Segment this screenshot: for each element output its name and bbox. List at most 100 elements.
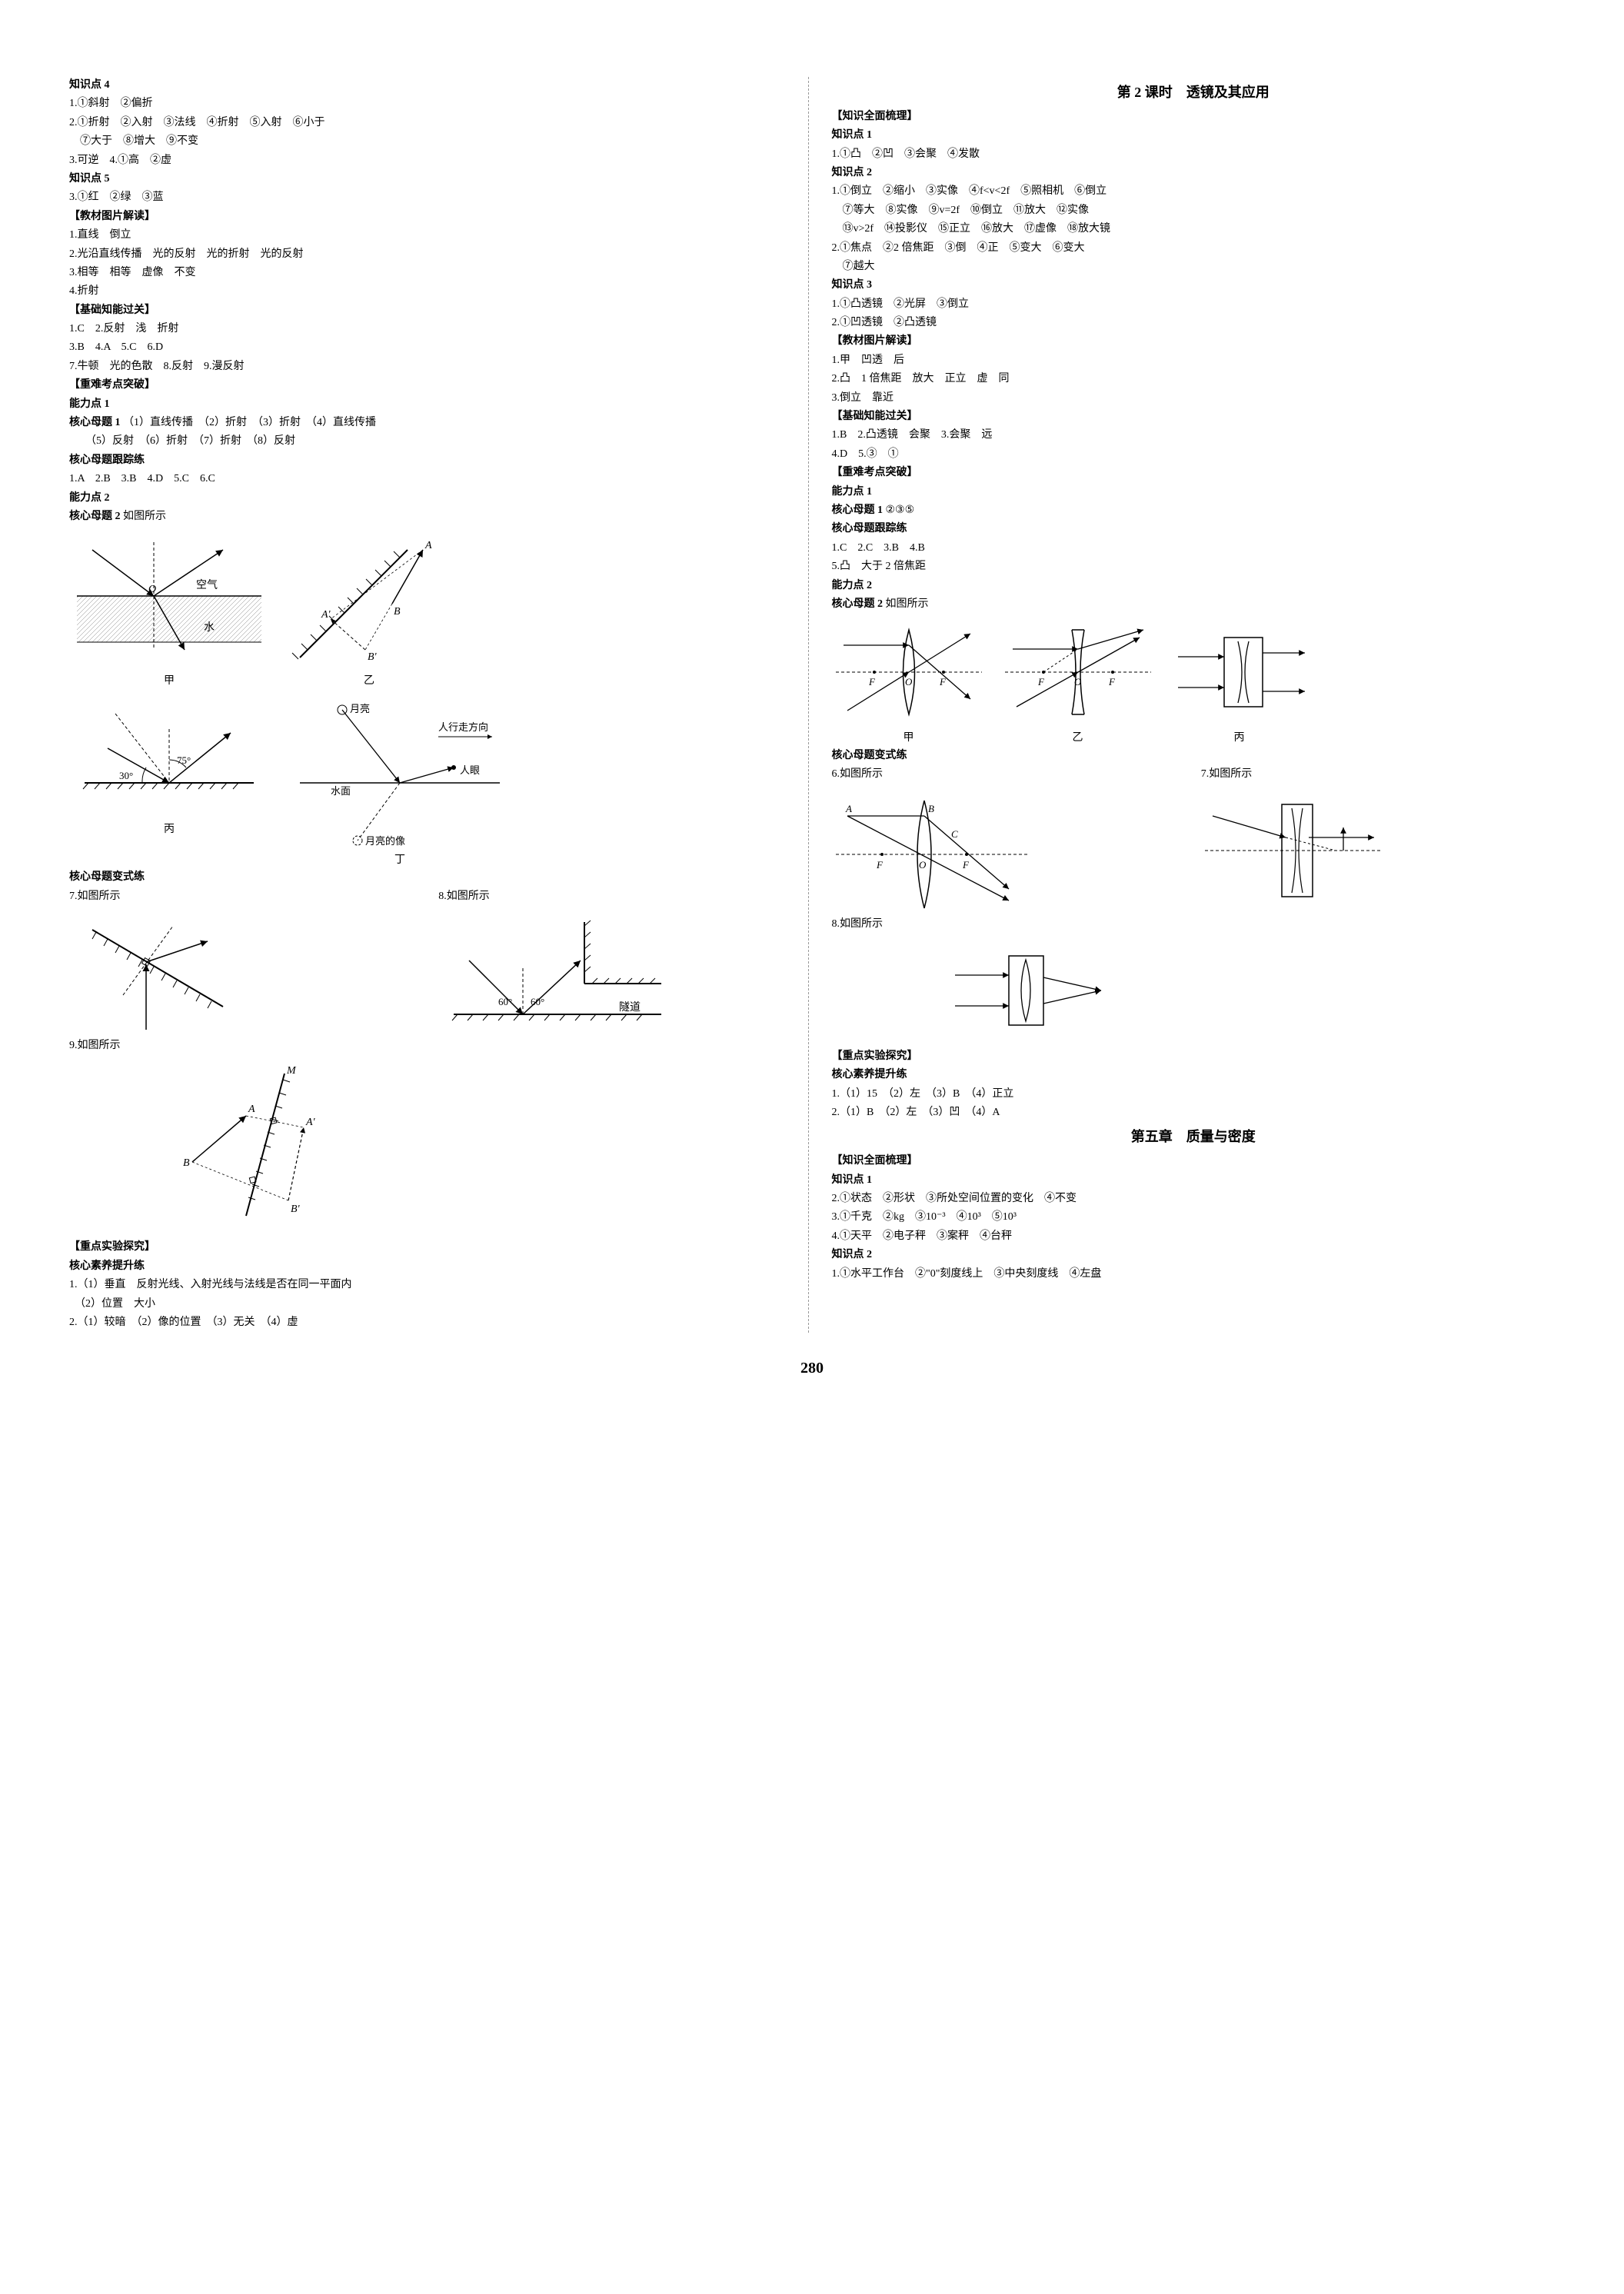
diagram-label: 乙: [285, 673, 454, 690]
svg-text:F: F: [1108, 676, 1116, 688]
text-line: 3.可逆 4.①高 ②虚: [69, 152, 793, 169]
text-line: 核心母题 1 （1）直线传播 （2）折射 （3）折射 （4）直线传播: [69, 415, 793, 431]
diagram-label: 甲: [832, 730, 986, 747]
heading: 核心母题跟踪练: [832, 521, 1556, 538]
text-line: ⑦等大 ⑧实像 ⑨v=2f ⑩倒立 ⑪放大 ⑫实像: [832, 202, 1556, 219]
text-line: 1.（1）15 （2）左 （3）B （4）正立: [832, 1086, 1556, 1103]
diagram-q9: M A B A' B': [69, 1062, 793, 1231]
text-line: 2.①折射 ②入射 ③法线 ④折射 ⑤入射 ⑥小于: [69, 115, 793, 132]
text-line: 核心母题 1 ②③⑤: [832, 502, 1556, 519]
text-line: 2.光沿直线传播 光的反射 光的折射 光的反射: [69, 246, 793, 263]
heading: 知识点 1: [832, 1172, 1556, 1189]
heading: 能力点 2: [832, 578, 1556, 594]
text-line: 2.①焦点 ②2 倍焦距 ③倒 ④正 ⑤变大 ⑥变大: [832, 240, 1556, 257]
text-line: 1.B 2.凸透镜 会聚 3.会聚 远: [832, 427, 1556, 444]
diagram-yi: A B A' B' 乙: [285, 527, 454, 690]
diagram-q8r: [832, 941, 1556, 1040]
section-heading: 【基础知能过关】: [832, 408, 1556, 425]
section-heading: 【重点实验探究】: [832, 1048, 1556, 1065]
svg-text:B: B: [394, 606, 401, 618]
text-line: （5）反射 （6）折射 （7）折射 （8）反射: [69, 433, 793, 450]
text-line: 6.如图所示: [832, 766, 1186, 783]
svg-text:C: C: [951, 828, 958, 840]
text-line: 核心母题 2 如图所示: [832, 596, 1556, 613]
text-line: ⑬v>2f ⑭投影仪 ⑮正立 ⑯放大 ⑰虚像 ⑱放大镜: [832, 221, 1556, 238]
svg-text:F: F: [1037, 676, 1045, 688]
label: 核心母题 2: [832, 598, 884, 610]
text-line: 1.C 2.C 3.B 4.B: [832, 540, 1556, 557]
section-heading: 【教材图片解读】: [69, 208, 793, 225]
svg-text:水: 水: [204, 621, 215, 634]
text-line: 4.D 5.③ ①: [832, 446, 1556, 463]
label: 核心母题 2: [69, 511, 121, 522]
svg-text:月亮的像: 月亮的像: [365, 835, 405, 847]
diagram-lens-jia: F F O 甲: [832, 614, 986, 747]
text-line: （2）位置 大小: [69, 1296, 793, 1313]
text-line: 1.（1）垂直 反射光线、入射光线与法线是否在同一平面内: [69, 1277, 793, 1293]
diagram-lens-bing: 丙: [1170, 614, 1309, 747]
diagram-bing: 30° 75° 丙: [69, 691, 269, 838]
svg-text:O: O: [905, 676, 913, 688]
svg-text:水面: 水面: [331, 785, 351, 797]
text-line: 7.如图所示: [1201, 766, 1555, 783]
diagram-q7r: [1201, 785, 1386, 916]
text: 如图所示: [886, 598, 929, 610]
heading: 知识点 3: [832, 277, 1556, 294]
text-line: ⑦大于 ⑧增大 ⑨不变: [69, 133, 793, 150]
text-line: 5.凸 大于 2 倍焦距: [832, 558, 1556, 575]
right-column: 第 2 课时 透镜及其应用 【知识全面梳理】 知识点 1 1.①凸 ②凹 ③会聚…: [824, 77, 1556, 1333]
diagram-q8: 60° 60° 隧道: [438, 907, 669, 1037]
section-heading: 【知识全面梳理】: [832, 108, 1556, 125]
svg-text:75°: 75°: [177, 754, 191, 766]
svg-text:B: B: [928, 803, 934, 814]
heading: 核心素养提升练: [832, 1067, 1556, 1084]
diagram-lens-yi: F F O 乙: [1001, 614, 1155, 747]
text-line: 1.①斜射 ②偏折: [69, 95, 793, 112]
svg-text:空气: 空气: [196, 579, 218, 591]
section-heading: 【重难考点突破】: [69, 377, 793, 394]
diagram-row: O 空气 水 甲: [69, 527, 793, 690]
svg-text:F: F: [962, 859, 970, 871]
diagram-label: 乙: [1001, 730, 1155, 747]
svg-text:A: A: [248, 1104, 255, 1115]
heading: 知识点 2: [832, 165, 1556, 181]
text-line: 1.①倒立 ②缩小 ③实像 ④f<v<2f ⑤照相机 ⑥倒立: [832, 183, 1556, 200]
text-line: 8.如图所示: [832, 916, 1556, 933]
text-line: 2.（1）B （2）左 （3）凹 （4）A: [832, 1104, 1556, 1121]
diagram-q7: [69, 907, 254, 1037]
diagram-label: 丁: [285, 852, 515, 869]
text-line: 3.①红 ②绿 ③蓝: [69, 189, 793, 206]
svg-text:O: O: [919, 859, 927, 871]
text-line: 2.①凹透镜 ②凸透镜: [832, 315, 1556, 331]
heading: 能力点 1: [832, 484, 1556, 501]
svg-text:A: A: [845, 803, 852, 814]
text-line: 3.B 4.A 5.C 6.D: [69, 339, 793, 356]
diagram-row: 7.如图所示: [69, 888, 793, 1037]
svg-text:A': A': [321, 609, 331, 621]
label-O: O: [148, 584, 156, 595]
heading: 知识点 5: [69, 171, 793, 188]
svg-text:B: B: [183, 1157, 190, 1169]
text-line: 2.凸 1 倍焦距 放大 正立 虚 同: [832, 371, 1556, 388]
text-line: 1.直线 倒立: [69, 227, 793, 244]
text-line: 核心母题 2 如图所示: [69, 508, 793, 525]
heading: 核心母题变式练: [832, 747, 1556, 764]
text-line: 1.甲 凹透 后: [832, 352, 1556, 369]
section-heading: 【重点实验探究】: [69, 1239, 793, 1256]
text-line: 2.（1）较暗 （2）像的位置 （3）无关 （4）虚: [69, 1314, 793, 1331]
label: 核心母题 1: [832, 504, 884, 516]
page-number: 280: [69, 1356, 1555, 1380]
heading: 核心母题跟踪练: [69, 452, 793, 469]
svg-text:隧道: 隧道: [619, 1001, 641, 1014]
text-line: 1.A 2.B 3.B 4.D 5.C 6.C: [69, 471, 793, 488]
diagram-jia: O 空气 水 甲: [69, 527, 269, 690]
heading: 知识点 4: [69, 77, 793, 94]
text-line: 7.牛顿 光的色散 8.反射 9.漫反射: [69, 358, 793, 375]
svg-text:F: F: [876, 859, 884, 871]
text-line: 1.①凸透镜 ②光屏 ③倒立: [832, 296, 1556, 313]
text: 如图所示: [123, 511, 166, 522]
label: 核心母题 1: [69, 417, 121, 428]
svg-text:月亮: 月亮: [350, 703, 370, 714]
svg-text:人眼: 人眼: [460, 764, 480, 776]
svg-text:30°: 30°: [119, 770, 133, 781]
